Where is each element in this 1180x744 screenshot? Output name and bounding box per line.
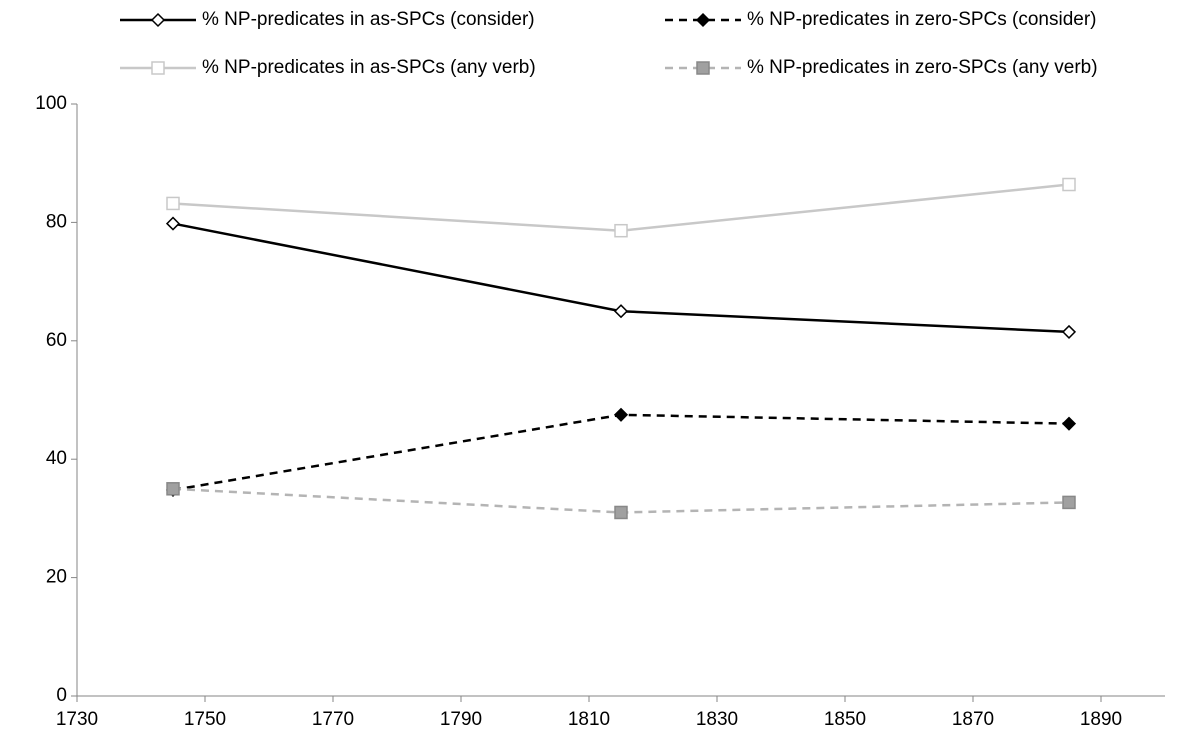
legend-label: % NP-predicates in zero-SPCs (consider) (747, 9, 1097, 30)
legend-marker (696, 61, 710, 75)
x-tick-label: 1870 (952, 709, 994, 730)
y-tick-label: 60 (46, 330, 67, 351)
marker (614, 223, 628, 238)
x-tick-label: 1790 (440, 709, 482, 730)
legend-marker (150, 12, 166, 28)
x-tick-label: 1830 (696, 709, 738, 730)
y-tick-label: 20 (46, 567, 67, 588)
x-tick-label: 1770 (312, 709, 354, 730)
x-tick-label: 1750 (184, 709, 226, 730)
x-tick-label: 1730 (56, 709, 98, 730)
x-tick-label: 1890 (1080, 709, 1122, 730)
series-line (172, 413, 1070, 492)
marker (165, 216, 181, 231)
marker (1061, 416, 1077, 431)
y-tick-label: 100 (35, 93, 67, 114)
legend-label: % NP-predicates in as-SPCs (any verb) (202, 57, 536, 78)
y-tick-label: 40 (46, 448, 67, 469)
legend-marker (151, 61, 165, 75)
legend-marker (695, 12, 711, 28)
marker (613, 407, 629, 422)
y-tick-label: 0 (56, 685, 67, 706)
marker (166, 196, 180, 211)
marker (613, 304, 629, 319)
y-tick-label: 80 (46, 211, 67, 232)
marker (1062, 495, 1076, 510)
x-tick-label: 1810 (568, 709, 610, 730)
x-tick-label: 1850 (824, 709, 866, 730)
legend-label: % NP-predicates in as-SPCs (consider) (202, 9, 535, 30)
marker (614, 505, 628, 520)
series-line (172, 183, 1070, 232)
marker (166, 482, 180, 496)
marker (1061, 324, 1077, 339)
marker (1062, 177, 1076, 192)
legend-label: % NP-predicates in zero-SPCs (any verb) (747, 57, 1098, 78)
